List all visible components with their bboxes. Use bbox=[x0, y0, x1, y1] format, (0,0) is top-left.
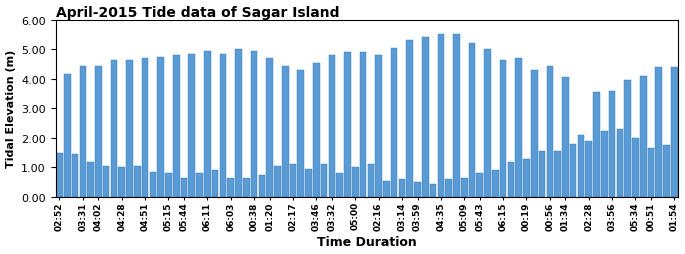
Bar bbox=[663, 146, 670, 197]
Bar bbox=[344, 53, 351, 197]
Bar bbox=[616, 130, 623, 197]
Bar bbox=[72, 154, 78, 197]
Bar bbox=[306, 169, 312, 197]
Bar bbox=[523, 159, 530, 197]
Bar bbox=[477, 174, 483, 197]
Bar bbox=[64, 75, 71, 197]
Bar bbox=[531, 71, 538, 197]
Bar bbox=[570, 144, 577, 197]
Bar bbox=[173, 56, 179, 197]
Bar bbox=[500, 60, 506, 197]
Bar bbox=[461, 178, 468, 197]
Bar bbox=[274, 166, 281, 197]
Bar bbox=[297, 71, 304, 197]
Bar bbox=[562, 78, 569, 197]
Bar bbox=[391, 49, 397, 197]
Bar bbox=[142, 59, 149, 197]
Bar bbox=[266, 59, 273, 197]
Bar bbox=[103, 166, 110, 197]
Text: April-2015 Tide data of Sagar Island: April-2015 Tide data of Sagar Island bbox=[55, 6, 339, 20]
Bar bbox=[492, 171, 499, 197]
Bar bbox=[95, 66, 101, 197]
Bar bbox=[593, 93, 600, 197]
Bar bbox=[79, 66, 86, 197]
Bar bbox=[429, 184, 436, 197]
Bar bbox=[383, 181, 390, 197]
Bar bbox=[508, 162, 514, 197]
Y-axis label: Tidal Elevation (m): Tidal Elevation (m) bbox=[5, 50, 16, 168]
Bar bbox=[368, 165, 374, 197]
Bar bbox=[243, 178, 249, 197]
Bar bbox=[375, 56, 382, 197]
Bar bbox=[640, 76, 647, 197]
Bar bbox=[149, 172, 156, 197]
Bar bbox=[181, 178, 187, 197]
Bar bbox=[624, 81, 631, 197]
Bar bbox=[399, 180, 406, 197]
Bar bbox=[601, 131, 608, 197]
Bar bbox=[656, 68, 662, 197]
Bar bbox=[134, 166, 140, 197]
Bar bbox=[360, 53, 366, 197]
Bar bbox=[220, 54, 226, 197]
Bar bbox=[197, 174, 203, 197]
Bar bbox=[158, 57, 164, 197]
Bar bbox=[352, 168, 358, 197]
Bar bbox=[438, 35, 444, 197]
X-axis label: Time Duration: Time Duration bbox=[317, 235, 416, 248]
Bar bbox=[329, 56, 335, 197]
Bar bbox=[126, 60, 133, 197]
Bar bbox=[258, 175, 265, 197]
Bar bbox=[165, 174, 172, 197]
Bar bbox=[336, 174, 343, 197]
Bar bbox=[453, 35, 460, 197]
Bar bbox=[321, 165, 327, 197]
Bar bbox=[87, 162, 94, 197]
Bar bbox=[56, 153, 63, 197]
Bar bbox=[313, 63, 320, 197]
Bar bbox=[469, 44, 475, 197]
Bar bbox=[188, 54, 195, 197]
Bar bbox=[515, 59, 522, 197]
Bar bbox=[577, 135, 584, 197]
Bar bbox=[406, 41, 413, 197]
Bar bbox=[414, 182, 421, 197]
Bar bbox=[111, 60, 117, 197]
Bar bbox=[554, 152, 561, 197]
Bar bbox=[648, 149, 654, 197]
Bar bbox=[227, 178, 234, 197]
Bar bbox=[547, 66, 553, 197]
Bar bbox=[609, 91, 615, 197]
Bar bbox=[538, 152, 545, 197]
Bar bbox=[290, 165, 297, 197]
Bar bbox=[632, 138, 638, 197]
Bar bbox=[251, 52, 258, 197]
Bar bbox=[422, 38, 429, 197]
Bar bbox=[235, 50, 242, 197]
Bar bbox=[445, 180, 452, 197]
Bar bbox=[212, 171, 219, 197]
Bar bbox=[282, 66, 288, 197]
Bar bbox=[671, 68, 677, 197]
Bar bbox=[119, 168, 125, 197]
Bar bbox=[586, 141, 592, 197]
Bar bbox=[484, 50, 491, 197]
Bar bbox=[204, 52, 211, 197]
